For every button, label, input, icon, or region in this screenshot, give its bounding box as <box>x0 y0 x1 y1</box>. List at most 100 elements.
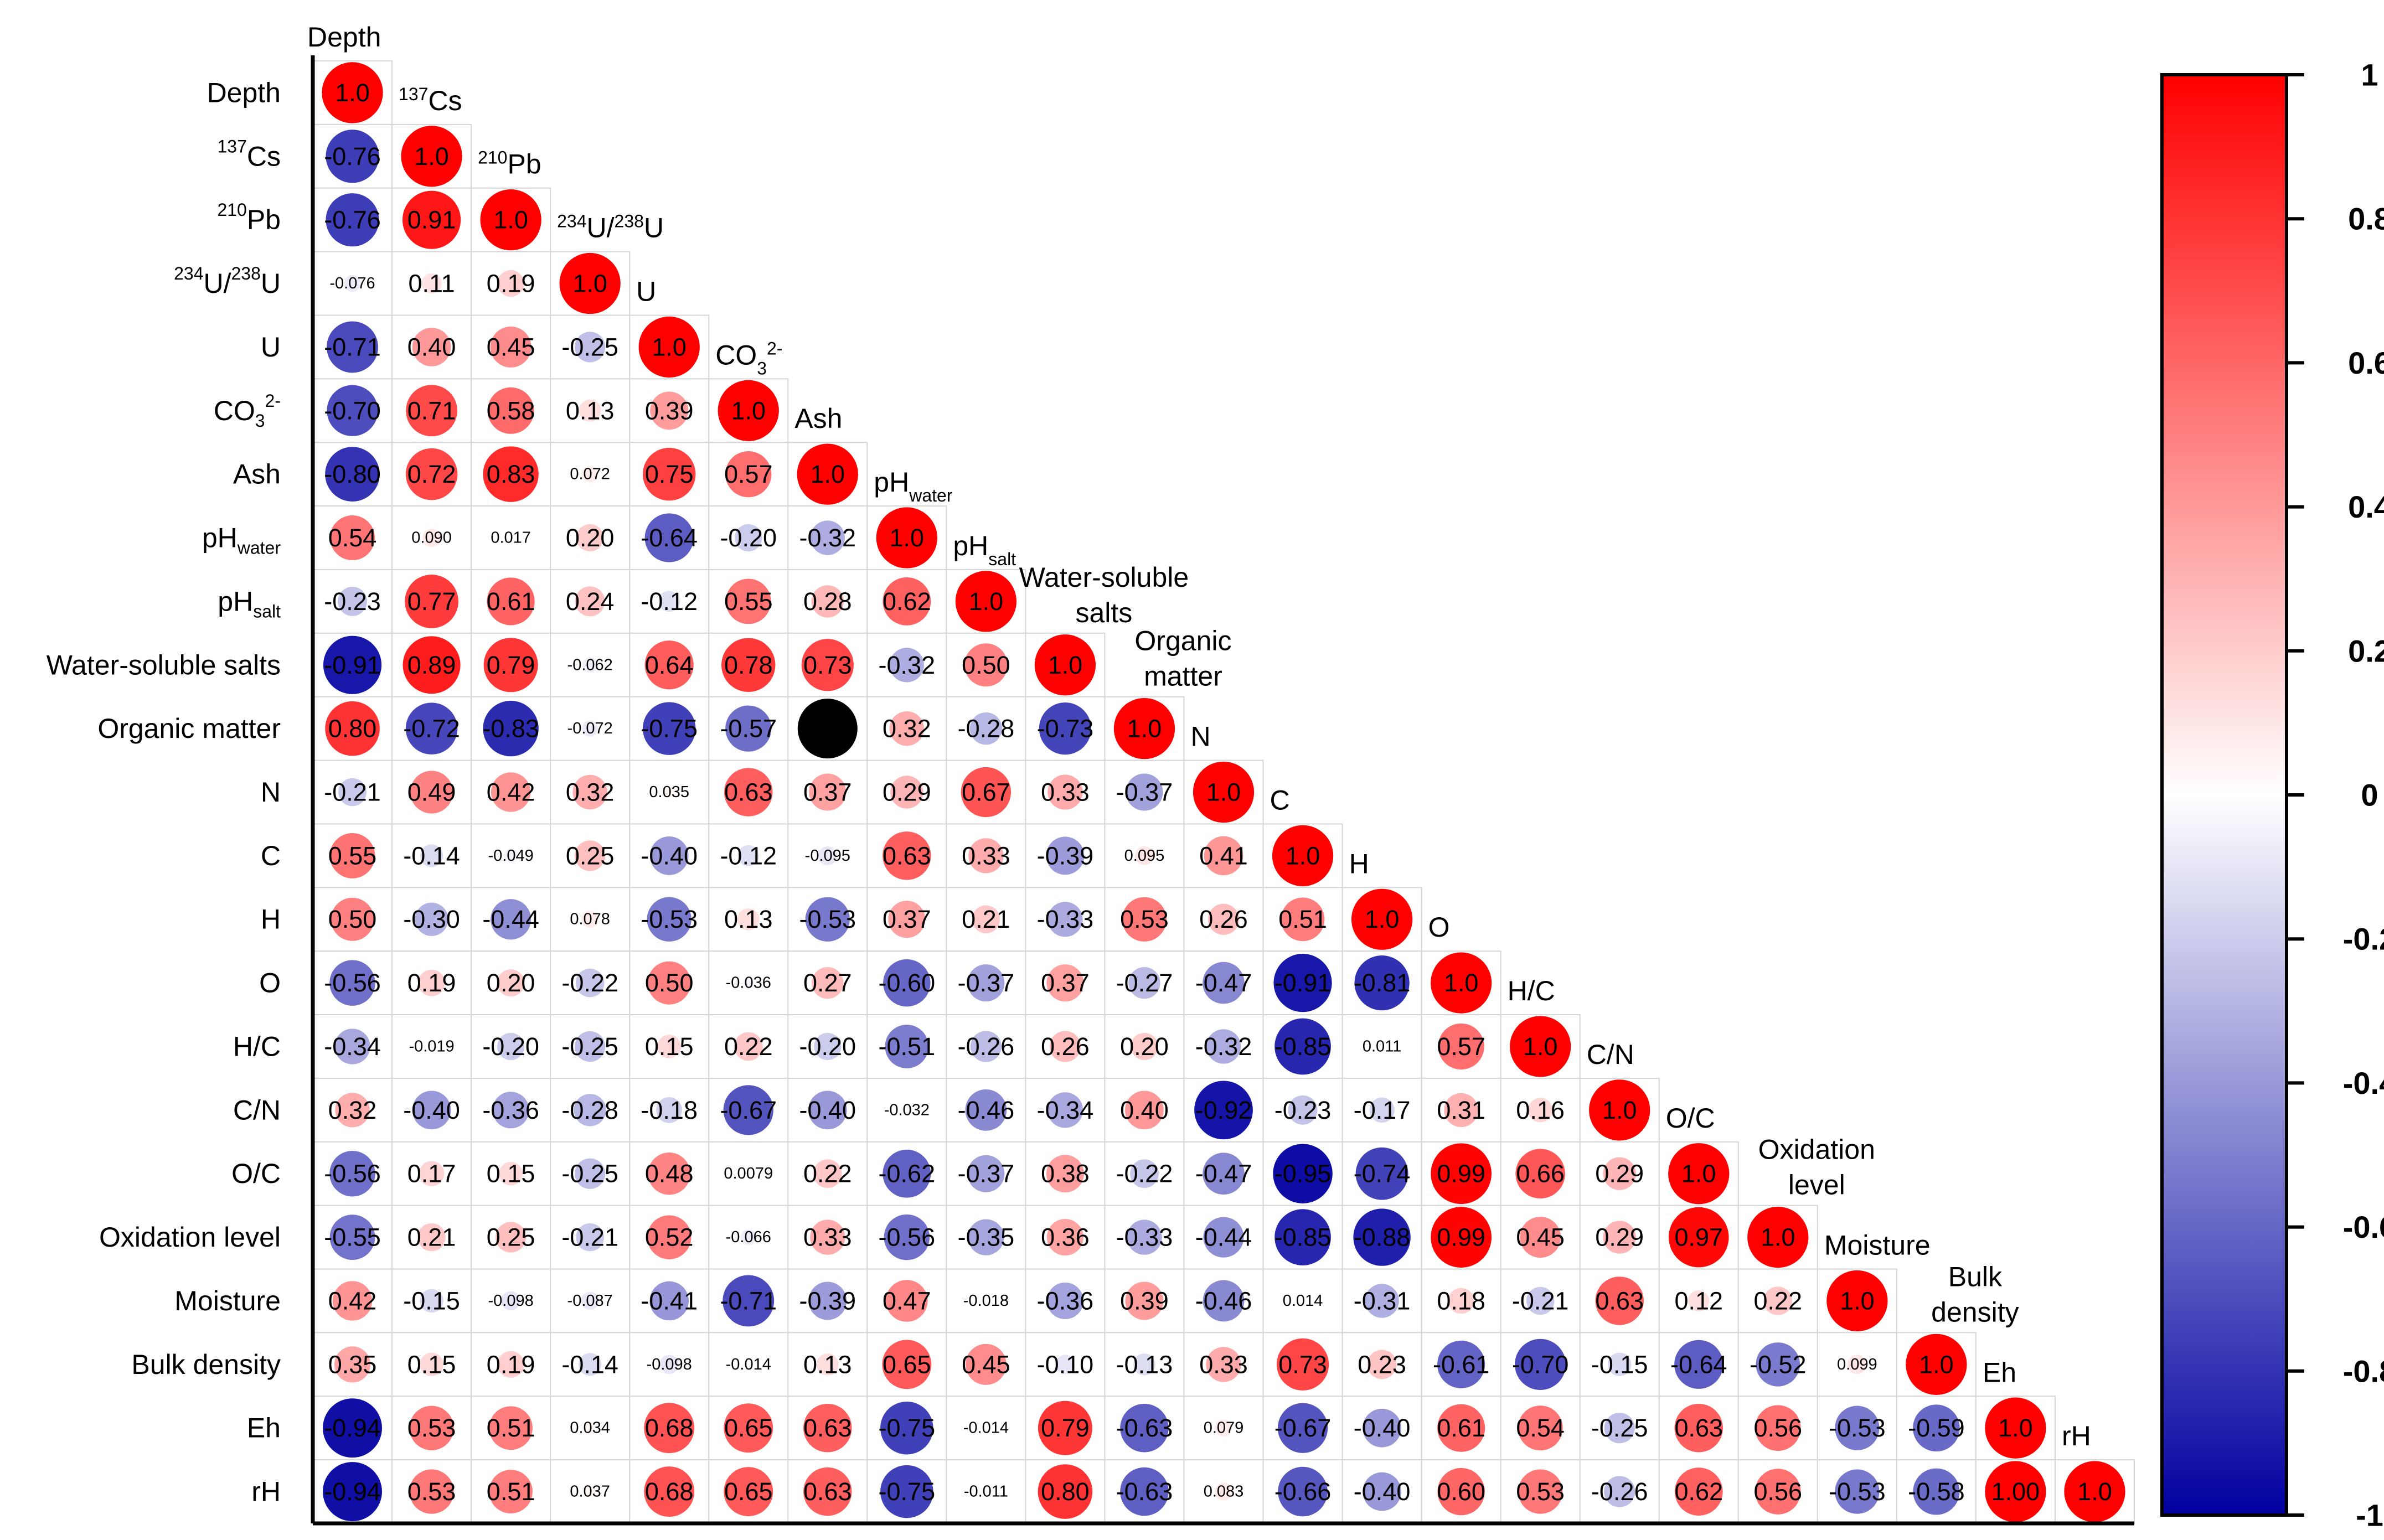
correlation-value-u-vs-u: 1.0 <box>652 333 687 361</box>
correlation-value-ph-vs-depth: -0.23 <box>324 587 381 616</box>
correlation-value-c-vs-234u-238u: 0.25 <box>566 841 615 870</box>
label-main: Eh <box>1983 1357 2016 1388</box>
correlation-dot-oxidation-level-vs-water-soluble-salts <box>1046 1219 1083 1256</box>
correlation-value-h-vs-ph: 0.21 <box>962 905 1010 933</box>
correlation-value-c-n-vs-water-soluble-salts: -0.34 <box>1037 1096 1094 1124</box>
correlation-value-ash-vs-u: 0.75 <box>645 460 694 488</box>
correlation-dot-o-c-vs-organic-matter <box>1130 1159 1159 1188</box>
correlation-value-organic-matter-vs-ph: 0.32 <box>883 715 931 743</box>
correlation-dot-rh-vs-moisture <box>1835 1469 1880 1514</box>
correlation-value-eh-vs-pb: 0.51 <box>487 1414 535 1442</box>
correlation-value-o-vs-h: -0.81 <box>1354 969 1411 997</box>
correlation-dot-ph-vs-cs <box>405 575 458 628</box>
correlation-value-c-vs-co32: -0.12 <box>720 841 777 870</box>
correlation-dot-o-c-vs-pb <box>499 1161 523 1186</box>
correlation-value-oxidation-level-vs-ph: -0.56 <box>879 1223 936 1252</box>
correlation-dot-bulk-density-vs-co32 <box>745 1361 752 1368</box>
correlation-dot-oxidation-level-vs-co32 <box>740 1229 756 1246</box>
correlation-value-o-c-vs-o: 0.99 <box>1437 1160 1485 1188</box>
correlation-value-water-soluble-salts-vs-ph: -0.32 <box>879 651 936 679</box>
correlation-value-h-vs-n: 0.26 <box>1199 905 1248 933</box>
correlation-value-moisture-vs-co32: -0.71 <box>720 1286 777 1315</box>
correlation-dot-h-c-vs-pb <box>497 1032 525 1061</box>
correlation-value-eh-vs-oxidation-level: 0.56 <box>1754 1414 1803 1442</box>
correlation-dot-rh-vs-organic-matter <box>1120 1467 1169 1516</box>
label-subscript: water <box>237 538 281 558</box>
correlation-dot-moisture-vs-o <box>1448 1288 1474 1314</box>
correlation-value-ph-vs-ph: 0.62 <box>883 587 931 616</box>
correlation-value-c-n-vs-u: -0.18 <box>641 1096 698 1124</box>
correlation-value-eh-vs-h-c: 0.54 <box>1516 1414 1565 1442</box>
label-main: rH <box>251 1476 281 1507</box>
correlation-value-eh-vs-ph: -0.75 <box>879 1414 936 1442</box>
correlation-dot-c-vs-ph <box>968 838 1004 874</box>
row-label-organic-matter: Organic matter <box>97 713 281 744</box>
correlation-dot-eh-vs-oxidation-level <box>1755 1405 1801 1451</box>
correlation-value-bulk-density-vs-u: -0.098 <box>647 1356 692 1373</box>
correlation-dot-moisture-vs-234u-238u <box>581 1291 599 1310</box>
correlation-value-c-n-vs-ph: -0.032 <box>884 1101 930 1119</box>
correlation-dot-ph-vs-depth <box>338 586 367 616</box>
correlation-dot-c-n-vs-organic-matter <box>1125 1091 1164 1130</box>
cell-moisture-vs-ph <box>866 1268 947 1334</box>
correlation-value-water-soluble-salts-vs-ph: 0.50 <box>962 651 1010 679</box>
label-part: 234 <box>557 211 586 231</box>
correlation-value-o-c-vs-234u-238u: -0.25 <box>561 1160 618 1188</box>
correlation-value-oxidation-level-vs-water-soluble-salts: 0.36 <box>1041 1223 1090 1252</box>
correlation-dot-water-soluble-salts-vs-234u-238u <box>582 657 598 673</box>
correlation-value-eh-vs-eh: 1.0 <box>1998 1414 2033 1442</box>
correlation-value-water-soluble-salts-vs-depth: -0.91 <box>324 651 381 679</box>
correlation-value-n-vs-pb: 0.42 <box>487 778 535 807</box>
correlation-dot-moisture-vs-organic-matter <box>1125 1281 1164 1320</box>
colorbar-tick-label: 0.2 <box>2348 633 2384 668</box>
correlation-dot-n-vs-pb <box>491 772 531 812</box>
correlation-value-oxidation-level-vs-depth: -0.55 <box>324 1223 381 1252</box>
correlation-dot-ash-vs-depth <box>325 447 380 502</box>
correlation-value-co32-vs-co32: 1.0 <box>731 396 766 425</box>
correlation-dot-ph-vs-u <box>644 513 694 562</box>
correlation-value-pb-vs-cs: 0.91 <box>407 206 456 234</box>
correlation-dot-n-vs-ash <box>809 773 847 811</box>
correlation-dot-c-n-vs-c-n <box>1589 1079 1650 1141</box>
correlation-dot-bulk-density-vs-ph <box>965 1343 1007 1385</box>
correlation-value-c-n-vs-h: -0.17 <box>1354 1096 1411 1124</box>
correlation-dot-u-vs-pb <box>490 326 532 368</box>
correlation-value-moisture-vs-water-soluble-salts: -0.36 <box>1037 1286 1094 1315</box>
correlation-value-o-c-vs-water-soluble-salts: 0.38 <box>1041 1160 1090 1188</box>
correlation-dot-o-vs-o <box>1430 952 1492 1014</box>
correlation-value-n-vs-organic-matter: -0.37 <box>1116 778 1173 807</box>
correlation-value-eh-vs-ash: 0.63 <box>803 1414 852 1442</box>
correlation-value-o-c-vs-pb: 0.15 <box>487 1160 535 1188</box>
correlation-dot-moisture-vs-c <box>1299 1297 1307 1305</box>
correlation-value-rh-vs-ph: -0.75 <box>879 1477 936 1506</box>
correlation-dot-moisture-vs-ph <box>982 1296 990 1305</box>
column-label-oxidation-level: level <box>1788 1170 1845 1201</box>
correlation-dot-bulk-density-vs-moisture <box>1847 1355 1867 1374</box>
correlation-value-ph-vs-pb: 0.017 <box>491 529 531 547</box>
correlation-dot-ph-vs-234u-238u <box>575 586 605 617</box>
correlation-value-bulk-density-vs-ph: 0.65 <box>883 1350 931 1378</box>
correlation-dot-eh-vs-cs <box>409 1405 454 1450</box>
correlation-dot-h-vs-ph <box>888 901 926 938</box>
correlation-dot-c-vs-water-soluble-salts <box>1046 836 1085 875</box>
correlation-value-h-c-vs-234u-238u: -0.25 <box>561 1032 618 1061</box>
correlation-dot-h-vs-c <box>1281 897 1325 942</box>
correlation-value-ph-vs-co32: -0.20 <box>720 524 777 552</box>
label-main: pH <box>953 530 988 561</box>
label-main: Moisture <box>1824 1230 1931 1261</box>
correlation-dot-o-c-vs-234u-238u <box>575 1158 606 1189</box>
correlation-dot-rh-vs-u <box>644 1466 695 1517</box>
correlation-dot-c-vs-u <box>649 836 689 875</box>
label-main: H <box>1349 848 1369 879</box>
correlation-value-o-c-vs-co32: 0.0079 <box>724 1165 773 1182</box>
correlation-dot-o-vs-h <box>1354 955 1410 1011</box>
correlation-dot-o-vs-ash <box>812 967 844 999</box>
correlation-dot-u-vs-u <box>638 316 700 378</box>
correlation-dot-cs-vs-depth <box>326 130 379 183</box>
correlation-value-h-vs-u: -0.53 <box>641 905 698 933</box>
correlation-value-ph-vs-cs: 0.77 <box>407 587 456 616</box>
correlation-dot-234u-238u-vs-234u-238u <box>559 252 621 314</box>
correlation-dot-n-vs-ph <box>890 776 923 809</box>
correlation-value-water-soluble-salts-vs-ash: 0.73 <box>803 651 852 679</box>
correlation-value-o-vs-234u-238u: -0.22 <box>561 969 618 997</box>
